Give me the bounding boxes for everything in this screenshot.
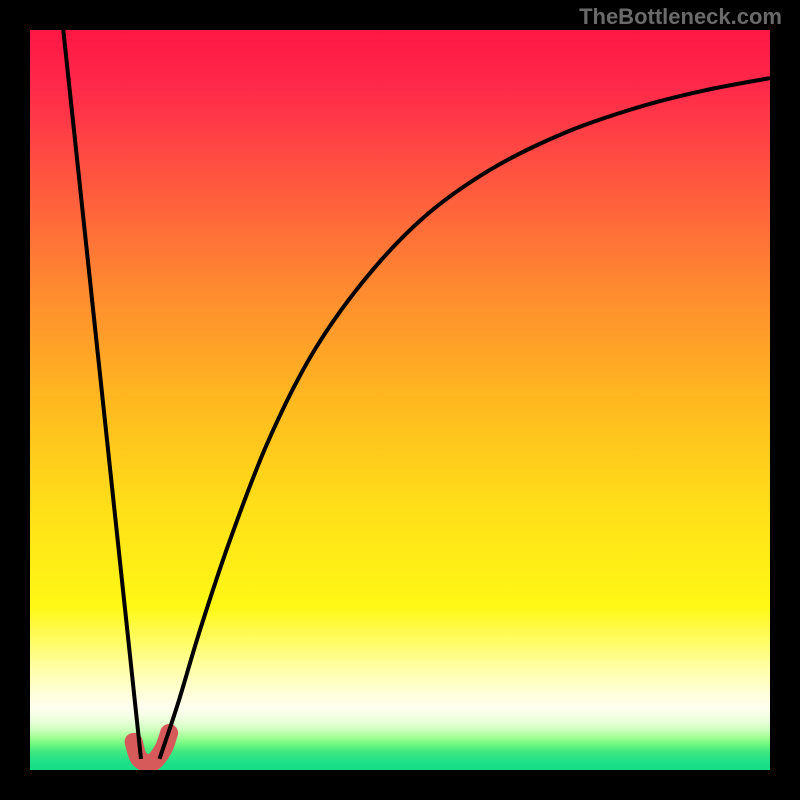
curves-layer <box>30 30 770 770</box>
curve-left-branch <box>63 30 141 759</box>
watermark-text: TheBottleneck.com <box>579 4 782 30</box>
curve-right-branch <box>160 78 771 759</box>
plot-area <box>30 30 770 770</box>
